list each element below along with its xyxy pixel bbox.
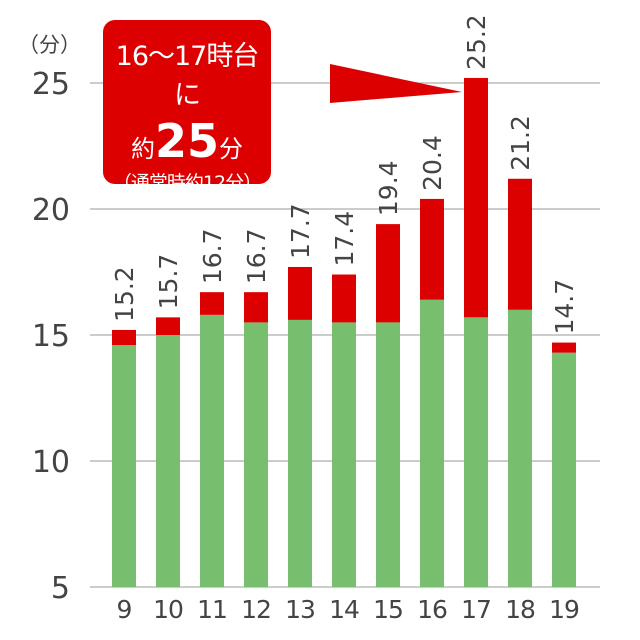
bar-extra <box>464 77 488 318</box>
y-tick-label: 20 <box>32 193 70 228</box>
x-tick-label: 9 <box>117 595 132 624</box>
bar-extra <box>508 178 532 310</box>
annotation-value: 25 <box>154 114 219 168</box>
data-label: 17.4 <box>330 211 359 267</box>
annotation-line1: 16〜17時台に <box>115 41 260 111</box>
bar-normal <box>552 352 576 587</box>
y-axis-unit: （分） <box>18 33 81 57</box>
x-tick-label: 15 <box>373 595 403 624</box>
bar-extra <box>112 329 136 346</box>
bar-extra <box>420 198 444 300</box>
bar-extra <box>156 317 180 335</box>
bar-normal <box>200 314 224 587</box>
y-tick-label: 10 <box>32 445 70 480</box>
data-label: 21.2 <box>506 115 535 171</box>
bar-extra <box>332 274 356 323</box>
bar-normal <box>288 319 312 587</box>
data-label: 14.7 <box>550 279 579 335</box>
x-tick-label: 12 <box>241 595 271 624</box>
data-label: 15.2 <box>110 266 139 322</box>
bar-normal <box>464 317 488 587</box>
bar-extra <box>288 266 312 320</box>
x-tick-label: 11 <box>197 595 227 624</box>
bar-extra <box>376 224 400 323</box>
data-label: 15.7 <box>154 254 183 310</box>
x-tick-label: 16 <box>417 595 447 624</box>
annotation-prefix: 約 <box>130 135 155 163</box>
bar-extra <box>200 292 224 315</box>
y-tick-label: 15 <box>32 319 70 354</box>
annotation-callout: 16〜17時台に 約25分 （通常時約12分） <box>103 20 271 194</box>
bar-normal <box>156 335 180 587</box>
bar-extra <box>552 342 576 353</box>
data-label: 16.7 <box>242 228 271 284</box>
data-label: 16.7 <box>198 228 227 284</box>
x-tick-label: 10 <box>153 595 183 624</box>
bar-normal <box>508 309 532 587</box>
data-label: 20.4 <box>418 135 447 191</box>
bar-normal <box>244 322 268 587</box>
annotation-suffix: 分 <box>219 135 243 163</box>
x-tick-label: 19 <box>549 595 579 624</box>
callout-pointer <box>330 64 462 103</box>
data-label: 25.2 <box>462 14 491 70</box>
data-label: 17.7 <box>286 203 315 259</box>
bar-normal <box>420 299 444 587</box>
x-tick-label: 14 <box>329 595 359 624</box>
annotation-line2: 約25分 <box>103 114 271 168</box>
bar-normal <box>332 322 356 587</box>
x-tick-label: 18 <box>505 595 535 624</box>
x-tick-label: 13 <box>285 595 315 624</box>
bar-normal <box>112 345 136 587</box>
y-tick-label: 25 <box>32 67 70 102</box>
bar-extra <box>244 292 268 323</box>
data-label: 19.4 <box>374 160 403 216</box>
x-tick-label: 17 <box>461 595 491 624</box>
y-tick-label: 5 <box>51 571 70 606</box>
annotation-line3: （通常時約12分） <box>112 172 262 194</box>
bar-normal <box>376 322 400 587</box>
